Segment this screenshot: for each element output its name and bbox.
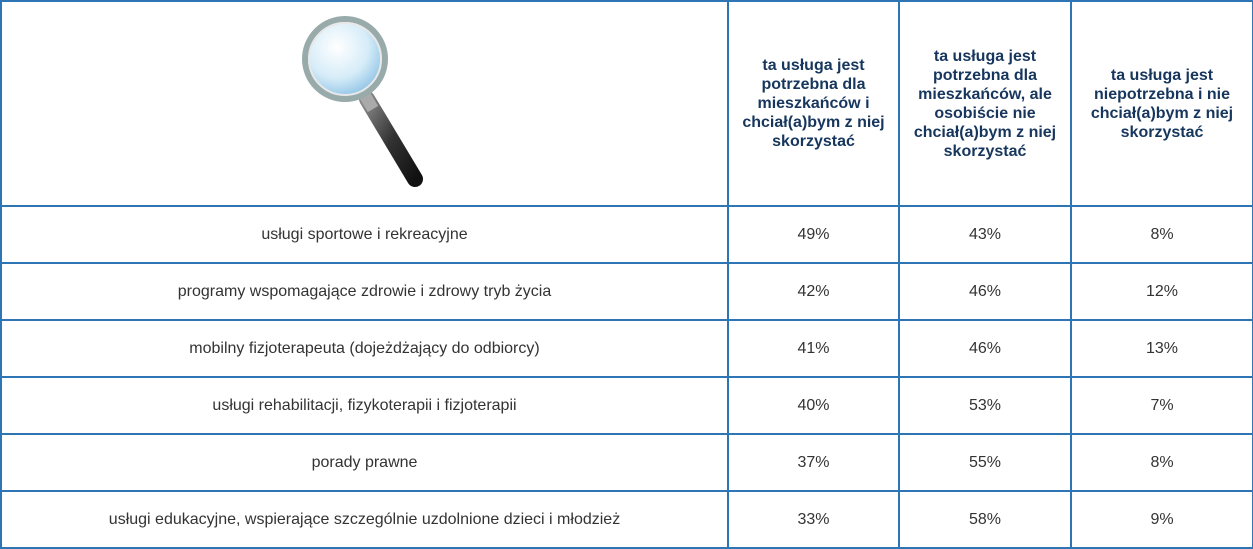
cell-value: 43% — [898, 205, 1072, 264]
column-header: ta usługa jest niepotrzebna i nie chciał… — [1070, 0, 1253, 207]
header-row: ta usługa jest potrzebna dla mieszkańców… — [0, 0, 1253, 207]
cell-value: 42% — [727, 262, 900, 321]
table-row: porady prawne 37% 55% 8% — [0, 433, 1253, 492]
cell-value: 33% — [727, 490, 900, 549]
cell-value: 49% — [727, 205, 900, 264]
cell-value: 46% — [898, 319, 1072, 378]
row-label: mobilny fizjoterapeuta (dojeżdżający do … — [0, 319, 729, 378]
row-label: usługi rehabilitacji, fizykoterapii i fi… — [0, 376, 729, 435]
row-label: usługi edukacyjne, wspierające szczególn… — [0, 490, 729, 549]
table-row: usługi edukacyjne, wspierające szczególn… — [0, 490, 1253, 549]
cell-value: 55% — [898, 433, 1072, 492]
row-label: programy wspomagające zdrowie i zdrowy t… — [0, 262, 729, 321]
table-row: usługi rehabilitacji, fizykoterapii i fi… — [0, 376, 1253, 435]
cell-value: 40% — [727, 376, 900, 435]
magnifier-icon — [301, 16, 423, 187]
table-row: usługi sportowe i rekreacyjne 49% 43% 8% — [0, 205, 1253, 264]
cell-value: 53% — [898, 376, 1072, 435]
cell-value: 8% — [1070, 433, 1253, 492]
cell-value: 12% — [1070, 262, 1253, 321]
icon-cell — [0, 0, 729, 207]
table-row: programy wspomagające zdrowie i zdrowy t… — [0, 262, 1253, 321]
cell-value: 41% — [727, 319, 900, 378]
cell-value: 46% — [898, 262, 1072, 321]
table-body: usługi sportowe i rekreacyjne 49% 43% 8% pro… — [0, 205, 1253, 549]
cell-value: 37% — [727, 433, 900, 492]
column-header: ta usługa jest potrzebna dla mieszkańców… — [727, 0, 900, 207]
table-row: mobilny fizjoterapeuta (dojeżdżający do … — [0, 319, 1253, 378]
row-label: usługi sportowe i rekreacyjne — [0, 205, 729, 264]
column-header: ta usługa jest potrzebna dla mieszkańców… — [898, 0, 1072, 207]
cell-value: 7% — [1070, 376, 1253, 435]
cell-value: 58% — [898, 490, 1072, 549]
cell-value: 9% — [1070, 490, 1253, 549]
cell-value: 8% — [1070, 205, 1253, 264]
cell-value: 13% — [1070, 319, 1253, 378]
row-label: porady prawne — [0, 433, 729, 492]
